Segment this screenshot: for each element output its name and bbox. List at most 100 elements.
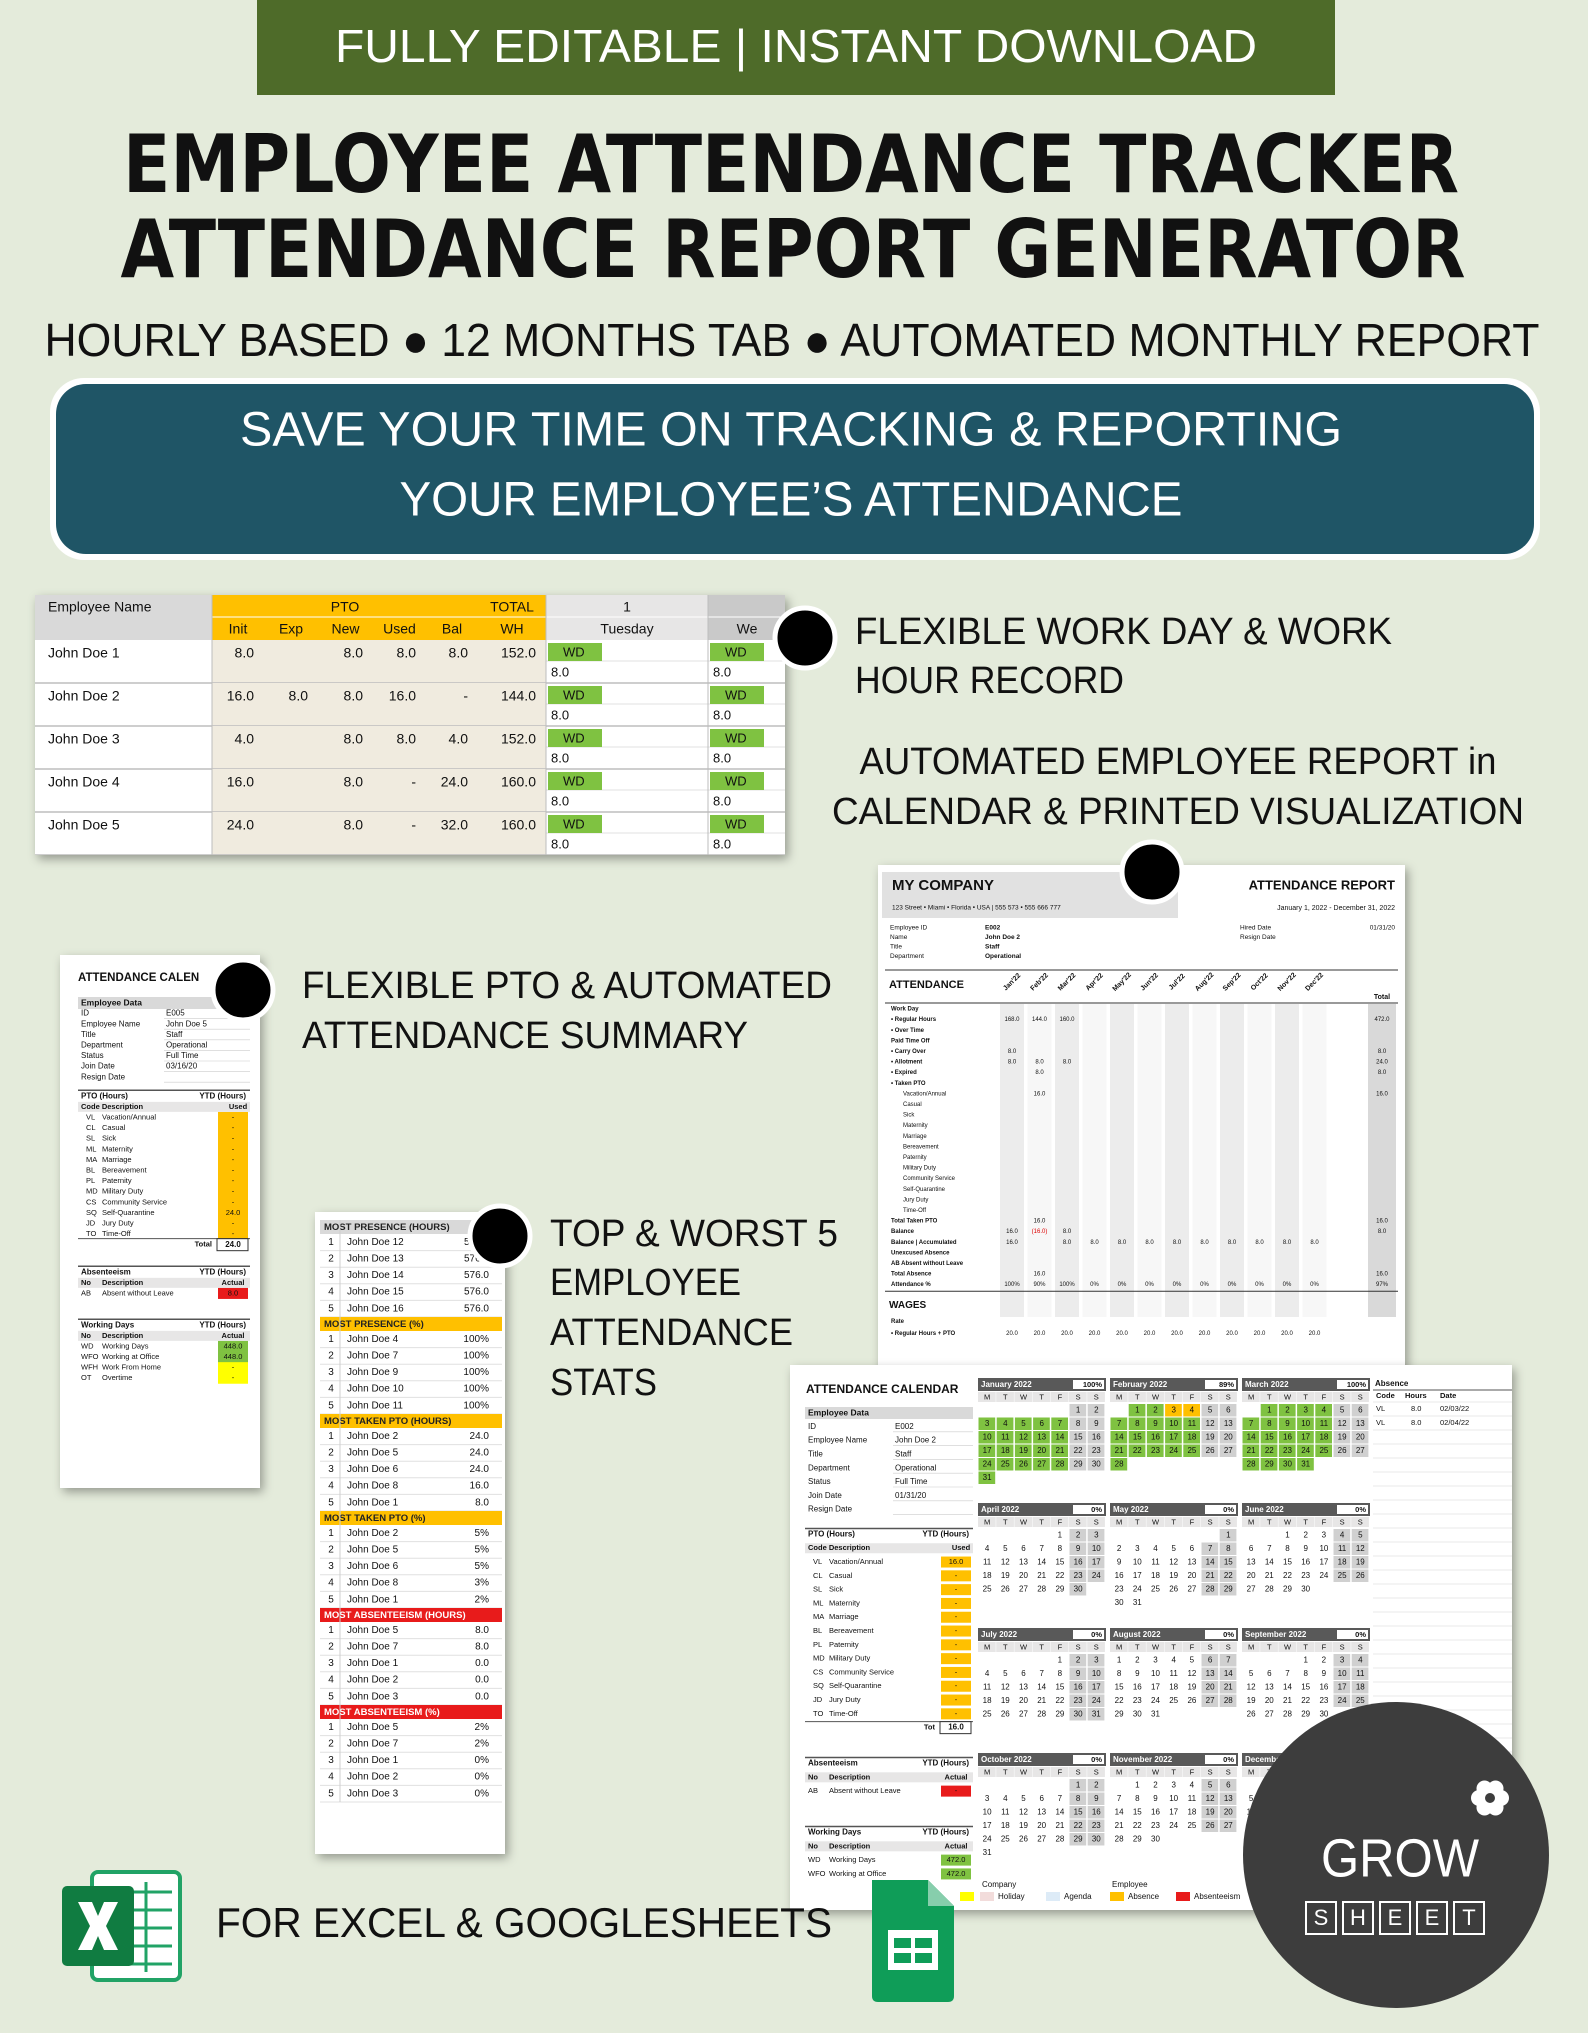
- label: 12: [1247, 1683, 1256, 1692]
- label: 3: [328, 1658, 334, 1669]
- cell: [1201, 1694, 1219, 1707]
- label: MOST TAKEN PTO (%): [324, 1513, 426, 1524]
- cell: [1110, 1654, 1128, 1667]
- cell: [1278, 1694, 1296, 1707]
- cell: [1219, 1392, 1237, 1402]
- cell: [212, 726, 546, 769]
- cell: [941, 1708, 971, 1720]
- label: 1: [328, 1431, 334, 1442]
- label: 11: [983, 1558, 992, 1567]
- label: 26: [1247, 1710, 1256, 1719]
- label: 17: [1301, 1433, 1310, 1442]
- cell: [1069, 1819, 1087, 1832]
- cell: [1260, 1444, 1278, 1457]
- label: Code Description: [808, 1543, 871, 1552]
- cell: [1333, 1517, 1351, 1527]
- label: 17: [983, 1446, 992, 1455]
- cell: [978, 1569, 996, 1582]
- label: M: [984, 1642, 990, 1651]
- label: 8.0: [551, 707, 569, 722]
- cell: [960, 1892, 974, 1901]
- label: 16.0: [227, 774, 254, 790]
- label: 8.0: [449, 645, 469, 661]
- label: John Doe 3: [347, 1788, 399, 1799]
- cell: [1069, 1444, 1087, 1457]
- label: Work From Home: [102, 1363, 161, 1372]
- label: 31: [1133, 1598, 1142, 1607]
- cell: [1333, 1392, 1351, 1402]
- cell: [1050, 1517, 1069, 1527]
- cell: [978, 1708, 996, 1721]
- label: 4: [985, 1544, 990, 1553]
- label: 20.0: [1034, 1331, 1046, 1337]
- cell: [1050, 1392, 1069, 1402]
- cell: [1315, 1431, 1332, 1444]
- cell: [1201, 1767, 1219, 1777]
- title: ATTENDANCE REPORT GENERATOR: [121, 203, 1466, 296]
- cell: [1278, 1444, 1296, 1457]
- cell: [1014, 1819, 1032, 1832]
- cell: [1050, 1767, 1069, 1777]
- label: 576.0: [464, 1303, 489, 1314]
- label: 2: [1135, 1656, 1140, 1665]
- cell: [1110, 1694, 1128, 1707]
- cell: [1087, 1431, 1105, 1444]
- label: 29: [1283, 1585, 1292, 1594]
- label: 4: [1153, 1544, 1158, 1553]
- label: TOTAL: [490, 599, 534, 615]
- label: Community Service: [829, 1667, 894, 1676]
- label: 0%: [1091, 1630, 1102, 1639]
- cell: [1146, 1392, 1165, 1402]
- cell: [1128, 1542, 1146, 1555]
- label: 16: [1319, 1683, 1328, 1692]
- cell: [1183, 1404, 1200, 1417]
- cell: [1219, 1542, 1237, 1555]
- label: 152.0: [501, 645, 536, 661]
- label: S: [1076, 1642, 1081, 1651]
- label: 144.0: [501, 688, 536, 704]
- label: 30: [1133, 1710, 1142, 1719]
- label: 4: [328, 1772, 334, 1783]
- label: ATTENDANCE: [889, 979, 964, 991]
- cell: [1128, 1708, 1146, 1721]
- cell: [941, 1868, 971, 1880]
- label: 16: [1151, 1808, 1160, 1817]
- cell: [78, 1101, 250, 1112]
- cell: [1333, 1556, 1351, 1569]
- label: 10: [1169, 1794, 1178, 1803]
- label: 10: [1319, 1544, 1328, 1553]
- label: 28: [1115, 1460, 1124, 1469]
- logo-word: GROW: [1321, 1828, 1479, 1888]
- cell: [1110, 1642, 1128, 1652]
- cell: [1201, 1583, 1219, 1596]
- label: 18: [983, 1696, 992, 1705]
- label: 5: [1249, 1794, 1254, 1803]
- label: -: [955, 1654, 958, 1663]
- label: 0%: [1223, 1505, 1234, 1514]
- cell: [1183, 1819, 1200, 1832]
- label: 14: [1037, 1558, 1046, 1567]
- label: John Doe 11: [347, 1400, 403, 1411]
- label: -: [955, 1598, 958, 1607]
- cell: [78, 1330, 250, 1341]
- label: 0.0: [475, 1658, 489, 1669]
- label: 14: [1224, 1669, 1233, 1678]
- cell: [1201, 1681, 1219, 1694]
- label: 14: [1115, 1808, 1124, 1817]
- label: 10: [1151, 1669, 1160, 1678]
- cell: [1205, 1505, 1236, 1514]
- label: 2: [1285, 1406, 1290, 1415]
- cell: [1201, 1431, 1219, 1444]
- label: 1: [1058, 1656, 1063, 1665]
- label: No: [808, 1841, 818, 1850]
- cell: [1051, 1444, 1068, 1457]
- label: 7: [1249, 1419, 1254, 1428]
- cell: [1315, 1556, 1332, 1569]
- label: -: [232, 1197, 235, 1206]
- label: 8: [1058, 1669, 1063, 1678]
- label: 7: [1226, 1656, 1231, 1665]
- label: T: [1171, 1392, 1176, 1401]
- cell: [1165, 1444, 1182, 1457]
- cell: [212, 769, 546, 812]
- label: 16.0: [1034, 1091, 1046, 1097]
